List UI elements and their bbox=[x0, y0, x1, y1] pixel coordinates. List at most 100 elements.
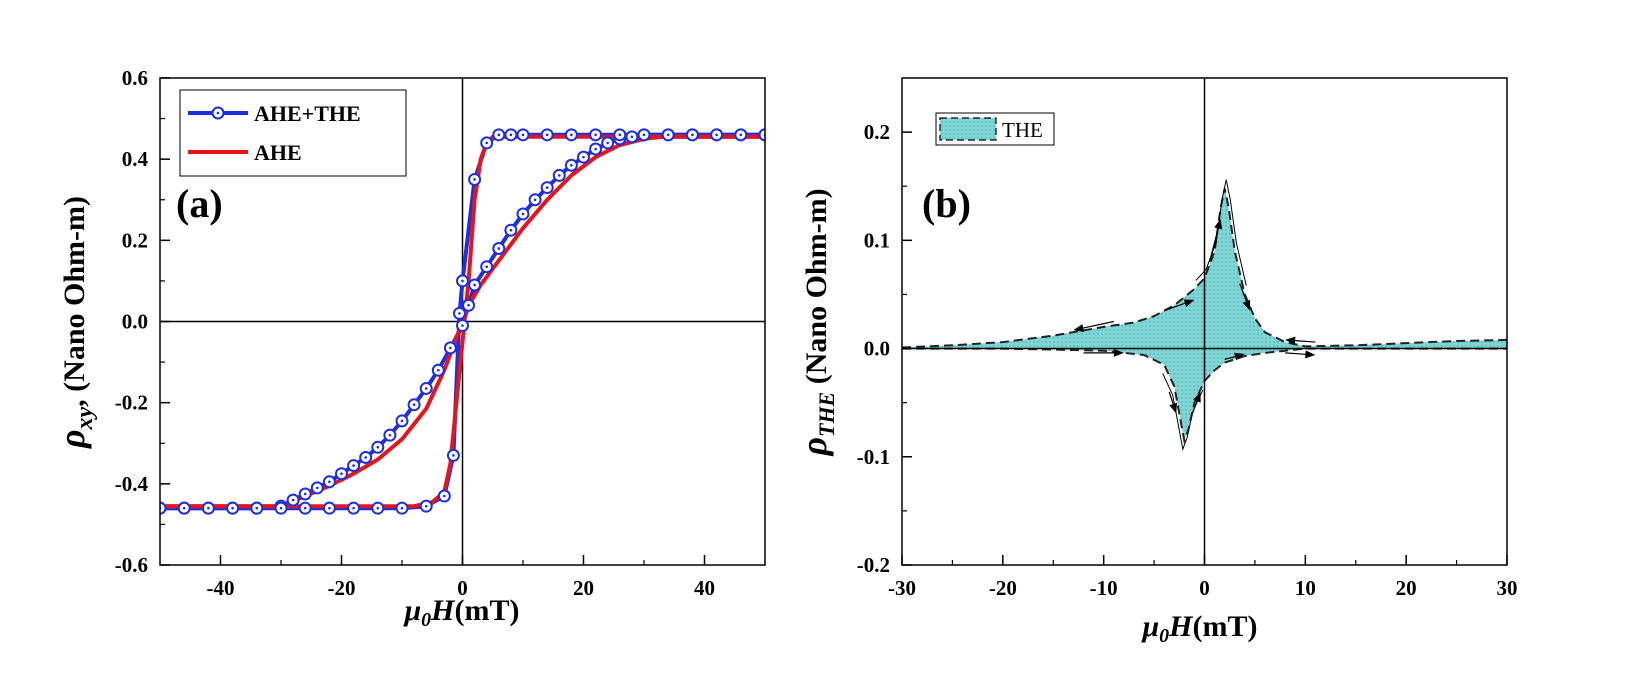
chart-panel-b: -30 -20 -10 0 10 20 30 -0.2 -0.1 0.0 0.1 0.2 THE (b… bbox=[794, 77, 1518, 647]
data-point-center bbox=[412, 403, 416, 406]
plot-frame-b bbox=[901, 77, 1508, 566]
legend-box-a bbox=[179, 89, 407, 177]
data-point-center bbox=[558, 174, 561, 177]
data-point-center bbox=[739, 133, 743, 137]
data-point-center bbox=[618, 133, 622, 137]
data-point-center bbox=[443, 494, 446, 498]
y-tick-label: 0.1 bbox=[864, 228, 890, 252]
x-tick-label: -20 bbox=[989, 576, 1017, 600]
data-point-center bbox=[594, 147, 597, 151]
data-point-center bbox=[255, 506, 259, 510]
data-point-center bbox=[521, 133, 525, 137]
data-point-center bbox=[352, 506, 355, 510]
data-point-center bbox=[376, 506, 380, 510]
data-point-center bbox=[458, 312, 461, 315]
sweep-arrow-head bbox=[1183, 299, 1195, 307]
legend-label-ahe: AHE bbox=[254, 140, 302, 165]
data-point-center bbox=[691, 133, 694, 137]
tick-labels-b: -30 -20 -10 0 10 20 30 -0.2 -0.1 0.0 0.1 0.2 bbox=[857, 120, 1518, 600]
data-point-center bbox=[424, 504, 428, 508]
data-point-center bbox=[231, 506, 234, 510]
data-point bbox=[758, 128, 765, 142]
data-point-center bbox=[316, 486, 319, 490]
x-tick-label: 30 bbox=[1497, 576, 1518, 600]
data-point-center bbox=[182, 506, 186, 510]
legend-label-the: THE bbox=[1002, 118, 1043, 142]
y-tick-label: -0.2 bbox=[857, 553, 890, 577]
legend-b: THE bbox=[935, 112, 1055, 146]
sweep-arrow-shaft bbox=[1285, 352, 1306, 355]
data-point-center bbox=[570, 133, 573, 137]
data-point-center bbox=[509, 133, 513, 137]
data-point-center bbox=[570, 163, 573, 167]
x-tick-label: 20 bbox=[573, 576, 594, 600]
data-point-center bbox=[376, 446, 380, 449]
sweep-arrow-shaft bbox=[1083, 320, 1114, 329]
series-group-a bbox=[160, 128, 765, 515]
x-tick-label: 0 bbox=[457, 576, 468, 600]
data-point-center bbox=[424, 387, 428, 390]
data-point-center bbox=[606, 141, 609, 145]
data-point-center bbox=[666, 133, 670, 137]
panel-label-a: (a) bbox=[176, 181, 223, 226]
x-axis-label-b: μ0H(mT) bbox=[1140, 610, 1257, 647]
legend-label-ahe-the: AHE+THE bbox=[254, 101, 361, 126]
data-point-center bbox=[328, 480, 331, 484]
y-tick-label: -0.1 bbox=[857, 445, 890, 469]
y-axis-label-b: ρTHE (Nano Ohm-m) bbox=[794, 188, 839, 456]
data-point-center bbox=[452, 454, 455, 457]
data-point-center bbox=[388, 433, 392, 437]
y-axis-label-a: ρxy, (Nano Ohm-m) bbox=[52, 196, 98, 449]
legend-a: AHE+THE AHE bbox=[179, 89, 407, 177]
legend-swatch-the bbox=[939, 117, 997, 141]
sweep-arrow-shaft bbox=[1295, 340, 1316, 343]
data-point-center bbox=[303, 492, 307, 496]
axis-ticks-b bbox=[901, 131, 1508, 566]
data-point-center bbox=[437, 368, 440, 372]
data-point-center bbox=[485, 265, 489, 269]
data-point bbox=[160, 501, 167, 515]
data-point-center bbox=[473, 178, 476, 181]
x-tick-label: -20 bbox=[328, 576, 356, 600]
sweep-arrow-shaft bbox=[1168, 391, 1174, 405]
data-point-center bbox=[352, 464, 355, 467]
sweep-arrow-shaft bbox=[1163, 302, 1186, 312]
sweep-arrow-head bbox=[1214, 218, 1223, 230]
data-point-center bbox=[364, 456, 368, 459]
sweep-arrow-head bbox=[1285, 336, 1296, 345]
sweep-arrow-shaft bbox=[1239, 283, 1247, 302]
y-tick-label: -0.2 bbox=[115, 391, 148, 415]
data-point-center bbox=[328, 506, 331, 510]
zero-lines-b bbox=[902, 78, 1507, 565]
sweep-arrows-b bbox=[1073, 218, 1316, 414]
sweep-arrow-head bbox=[1242, 299, 1251, 311]
x-tick-label: 0 bbox=[1199, 576, 1210, 600]
data-point-center bbox=[467, 303, 470, 307]
data-point-center bbox=[497, 247, 501, 250]
the-upper-envelope bbox=[1195, 179, 1247, 286]
x-tick-label: -40 bbox=[207, 576, 235, 600]
data-point-center bbox=[473, 283, 476, 287]
data-point-center bbox=[533, 198, 537, 202]
data-point-center bbox=[340, 472, 343, 475]
y-tick-label: -0.6 bbox=[115, 553, 148, 577]
data-point-center bbox=[509, 228, 513, 232]
data-point-center bbox=[582, 155, 585, 159]
x-tick-label: 10 bbox=[1295, 576, 1316, 600]
data-point-center bbox=[303, 506, 307, 510]
legend-marker-ahe-the-dot bbox=[216, 111, 220, 115]
data-point-center bbox=[291, 498, 295, 502]
y-tick-label: -0.4 bbox=[115, 472, 149, 496]
y-tick-label: 0.6 bbox=[122, 66, 148, 90]
y-tick-label: 0.4 bbox=[122, 147, 149, 171]
data-point-center bbox=[400, 506, 404, 510]
sweep-arrow-head bbox=[1113, 348, 1124, 357]
data-point-center bbox=[715, 133, 718, 137]
data-point-center bbox=[461, 279, 464, 283]
sweep-arrow-head bbox=[1169, 402, 1177, 414]
y-tick-label: 0.2 bbox=[122, 228, 148, 252]
data-point-center bbox=[449, 346, 452, 350]
y-tick-label: 0.0 bbox=[864, 337, 890, 361]
data-point-center bbox=[594, 133, 597, 137]
